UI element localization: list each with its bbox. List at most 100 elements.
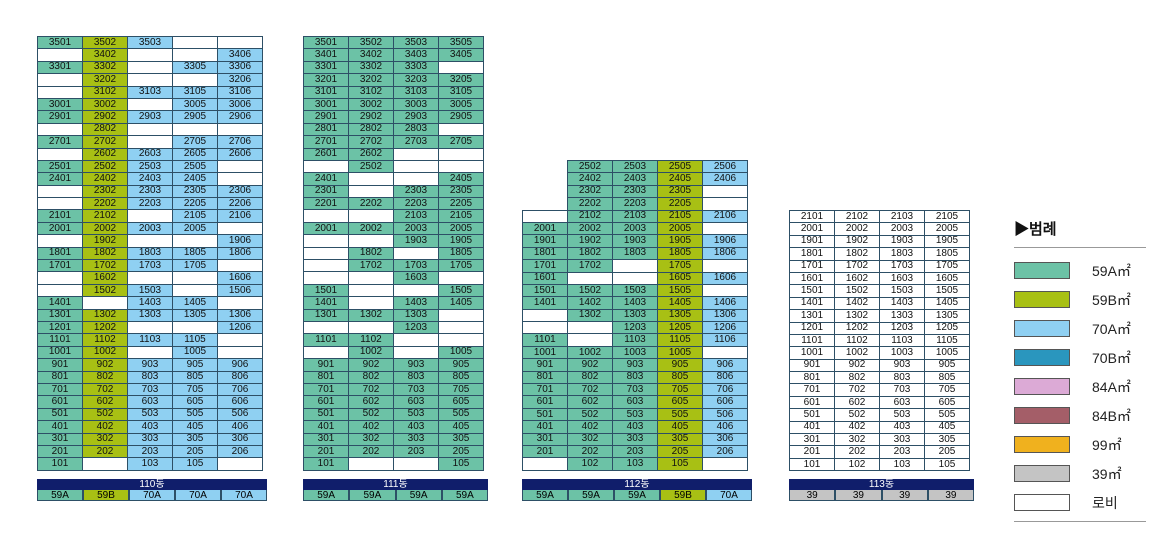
unit-cell: 603	[612, 395, 658, 409]
unit-cell: 406	[217, 420, 263, 434]
floor-row: 2001 2002 2003 2005	[789, 222, 970, 236]
unit-cell: 3003	[393, 97, 439, 112]
unit-type-label: 59A	[37, 489, 83, 501]
blank-unit	[37, 85, 83, 99]
unit-cell: 105	[438, 457, 484, 471]
building-113: 2101 2102 2103 2105 2001 2002 2003 2005 1901 1902…	[789, 209, 974, 502]
unit-cell: 1603	[879, 271, 925, 286]
unit-cell: 1505	[924, 284, 970, 298]
floor-row: 601 602 603 605	[789, 395, 970, 410]
unit-cell: 402	[348, 420, 394, 434]
blank-unit	[393, 172, 439, 186]
blank-unit	[303, 320, 349, 335]
floor-row: 1203	[303, 320, 484, 335]
floor-row: 701 702 703 705 706	[522, 383, 748, 397]
unit-cell: 1906	[702, 234, 748, 248]
unit-cell: 2902	[348, 110, 394, 124]
unit-cell: 3005	[438, 97, 484, 112]
unit-cell: 1502	[834, 284, 880, 298]
unit-cell: 2205	[172, 197, 218, 211]
floor-row: 2701 2702 2705 2706	[37, 135, 263, 149]
unit-type-label: 70A	[706, 489, 752, 501]
unit-cell: 3001	[37, 97, 83, 112]
unit-cell: 605	[657, 395, 703, 409]
blank-unit	[348, 283, 394, 298]
unit-cell: 3505	[438, 35, 484, 50]
unit-cell: 3305	[172, 60, 218, 75]
unit-cell: 3502	[348, 35, 394, 50]
unit-cell: 2303	[612, 184, 658, 199]
blank-unit	[217, 159, 263, 174]
unit-cell: 1005	[438, 345, 484, 360]
unit-cell: 2402	[567, 172, 613, 186]
legend-label: 70A㎡	[1092, 320, 1131, 337]
unit-cell: 1203	[879, 321, 925, 335]
unit-cell: 2405	[438, 172, 484, 186]
floor-row: 1001 1002 1003 1005	[522, 345, 748, 360]
legend-items: 59A㎡ 59B㎡ 70A㎡ 70B㎡ 84A㎡ 84B㎡ 99㎡ 39㎡ 로비	[1014, 256, 1146, 517]
lobby-cell	[82, 457, 128, 471]
unit-cell: 1805	[657, 246, 703, 261]
unit-cell: 2202	[82, 197, 128, 211]
unit-cell: 702	[348, 382, 394, 397]
unit-cell: 1705	[657, 259, 703, 273]
unit-cell: 403	[127, 420, 173, 434]
unit-type-label: 70A	[129, 489, 175, 501]
unit-cell: 205	[657, 444, 703, 459]
color-swatch	[1014, 291, 1070, 308]
unit-type-row: 59A 59A 59A 59B 70A	[522, 489, 752, 501]
unit-cell: 701	[789, 383, 835, 397]
unit-cell: 2403	[127, 172, 173, 186]
floor-row: 101 105	[303, 457, 484, 471]
unit-cell: 503	[127, 407, 173, 422]
unit-cell: 2105	[657, 209, 703, 223]
floor-row: 701 702 703 705	[789, 383, 970, 397]
unit-cell: 2103	[612, 209, 658, 223]
no-unit	[523, 198, 568, 210]
unit-cell: 1905	[657, 234, 703, 248]
legend-label: 84B㎡	[1092, 407, 1131, 424]
unit-cell: 1101	[522, 333, 568, 347]
blank-unit	[393, 345, 439, 360]
unit-cell: 903	[879, 358, 925, 373]
blank-unit	[393, 283, 439, 298]
unit-cell: 2205	[438, 197, 484, 211]
blank-unit	[37, 184, 83, 199]
blank-unit	[522, 209, 568, 223]
floor-row: 1801 1802 1803 1805 1806	[37, 246, 263, 261]
blank-unit	[303, 246, 349, 261]
building-title: 113동	[789, 479, 974, 491]
floor-row: 501 502 503 505	[303, 407, 484, 422]
unit-cell: 905	[438, 358, 484, 372]
unit-cell: 502	[82, 407, 128, 422]
unit-cell: 3205	[438, 73, 484, 87]
unit-cell: 1002	[348, 345, 394, 360]
unit-cell: 3101	[303, 85, 349, 99]
unit-cell: 105	[172, 457, 218, 471]
floor-row: 1501 1505	[303, 283, 484, 298]
unit-cell: 401	[37, 420, 83, 434]
unit-type-label: 39	[789, 490, 836, 502]
unit-cell: 3206	[217, 73, 263, 87]
unit-cell: 2303	[393, 184, 439, 199]
unit-cell: 503	[612, 407, 658, 422]
unit-cell: 201	[37, 444, 83, 459]
unit-cell: 2106	[702, 209, 748, 223]
unit-cell: 105	[924, 457, 970, 472]
unit-cell: 802	[834, 371, 880, 385]
floor-row: 901 902 903 905	[789, 358, 970, 373]
unit-cell: 2205	[657, 197, 703, 211]
unit-cell: 1601	[522, 271, 568, 285]
blank-unit	[127, 73, 173, 87]
blank-unit	[217, 35, 263, 50]
unit-cell: 2401	[37, 172, 83, 186]
unit-cell: 2606	[217, 147, 263, 161]
floor-row: 1401 1403 1405	[303, 296, 484, 310]
unit-cell: 601	[303, 395, 349, 409]
unit-cell: 1401	[303, 296, 349, 310]
unit-cell: 1403	[393, 296, 439, 310]
blank-unit	[438, 320, 484, 335]
unit-cell: 1702	[348, 259, 394, 273]
unit-type-label: 59A	[568, 489, 614, 501]
unit-cell: 2306	[217, 184, 263, 199]
